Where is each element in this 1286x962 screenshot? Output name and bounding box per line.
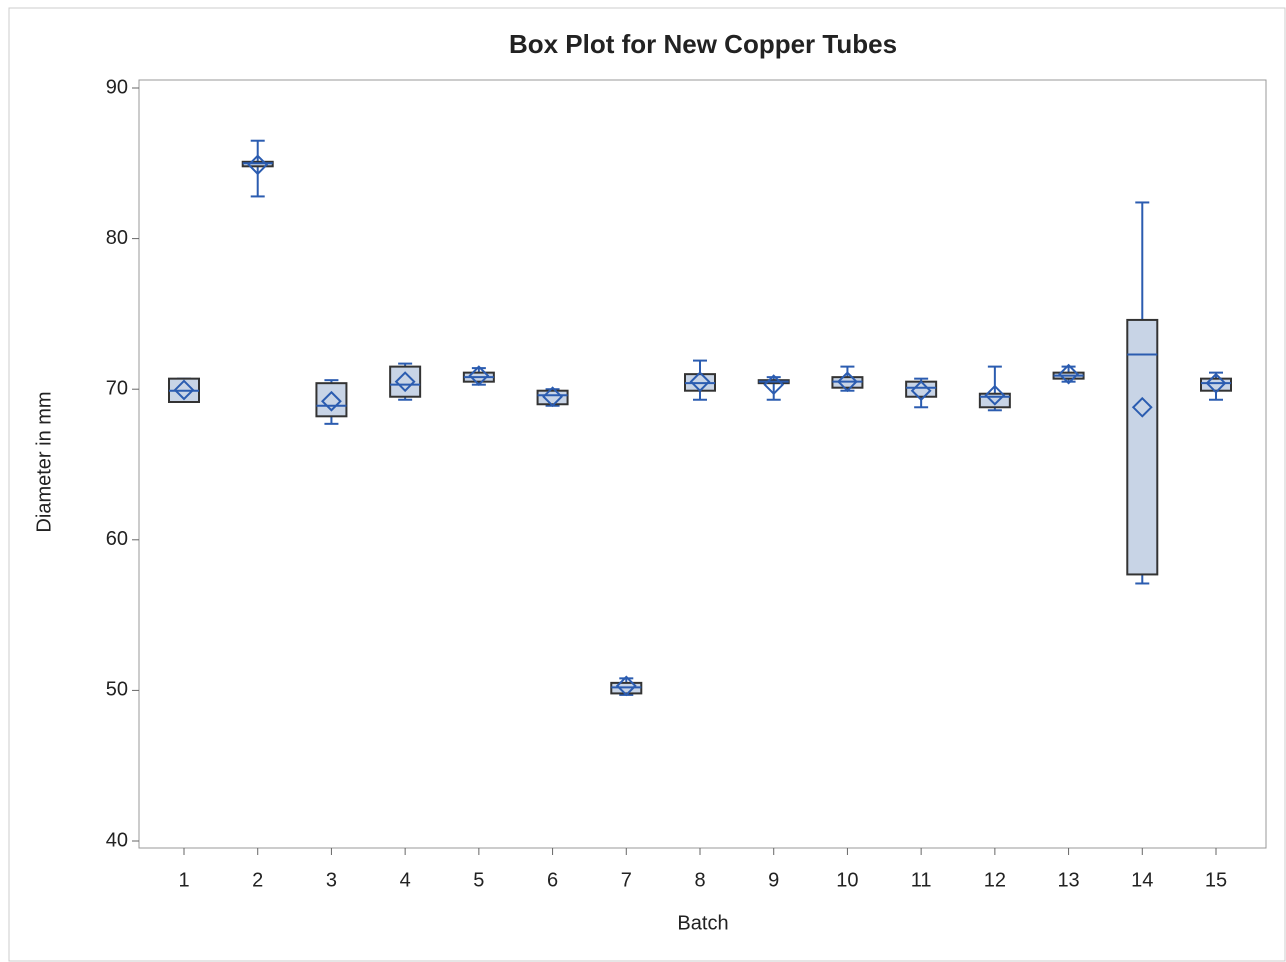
mean-marker	[394, 371, 416, 393]
x-tick-label: 12	[984, 869, 1006, 891]
x-tick-label: 2	[252, 869, 263, 891]
box	[905, 380, 938, 398]
x-tick-label: 1	[178, 869, 189, 891]
x-tick-label: 3	[326, 869, 337, 891]
plot-area	[138, 79, 1267, 849]
x-tick-label: 6	[547, 869, 558, 891]
x-tick-label: 10	[836, 869, 858, 891]
mean-marker	[173, 379, 195, 401]
mean-marker	[321, 390, 342, 412]
x-tick-label: 4	[400, 869, 411, 891]
mean-marker	[689, 371, 711, 393]
mean-marker	[984, 384, 1006, 406]
y-axis-label: Diameter in mm	[33, 391, 55, 532]
y-tick-label: 40	[106, 829, 128, 851]
y-tick-label: 90	[106, 76, 128, 98]
mean-marker	[910, 380, 932, 402]
mean-marker	[1058, 363, 1079, 385]
chart-title: Box Plot for New Copper Tubes	[509, 29, 897, 59]
frame	[8, 7, 1286, 962]
x-axis-label: Batch	[677, 912, 728, 934]
y-tick-label: 70	[106, 377, 128, 399]
x-tick-label: 8	[694, 869, 705, 891]
mean-marker	[615, 675, 637, 697]
mean-marker	[763, 374, 785, 396]
x-tick-label: 14	[1131, 869, 1153, 891]
x-tick-label: 5	[473, 869, 484, 891]
x-tick-label: 11	[911, 869, 932, 891]
mean-marker	[247, 154, 269, 176]
mean-marker	[468, 365, 490, 387]
y-tick-label: 80	[106, 227, 128, 249]
box	[1200, 377, 1232, 392]
mean-marker	[1131, 396, 1153, 418]
x-tick-label: 13	[1057, 869, 1079, 891]
box	[1126, 318, 1159, 576]
mean-marker	[837, 371, 858, 393]
mean-marker	[542, 386, 563, 408]
x-tick-label: 15	[1205, 869, 1227, 891]
y-tick-label: 60	[106, 528, 128, 550]
box	[536, 389, 569, 406]
x-tick-label: 9	[768, 869, 779, 891]
box	[389, 365, 422, 398]
x-tick-label: 7	[621, 869, 632, 891]
mean-marker	[1205, 372, 1227, 394]
y-tick-label: 50	[106, 679, 128, 701]
